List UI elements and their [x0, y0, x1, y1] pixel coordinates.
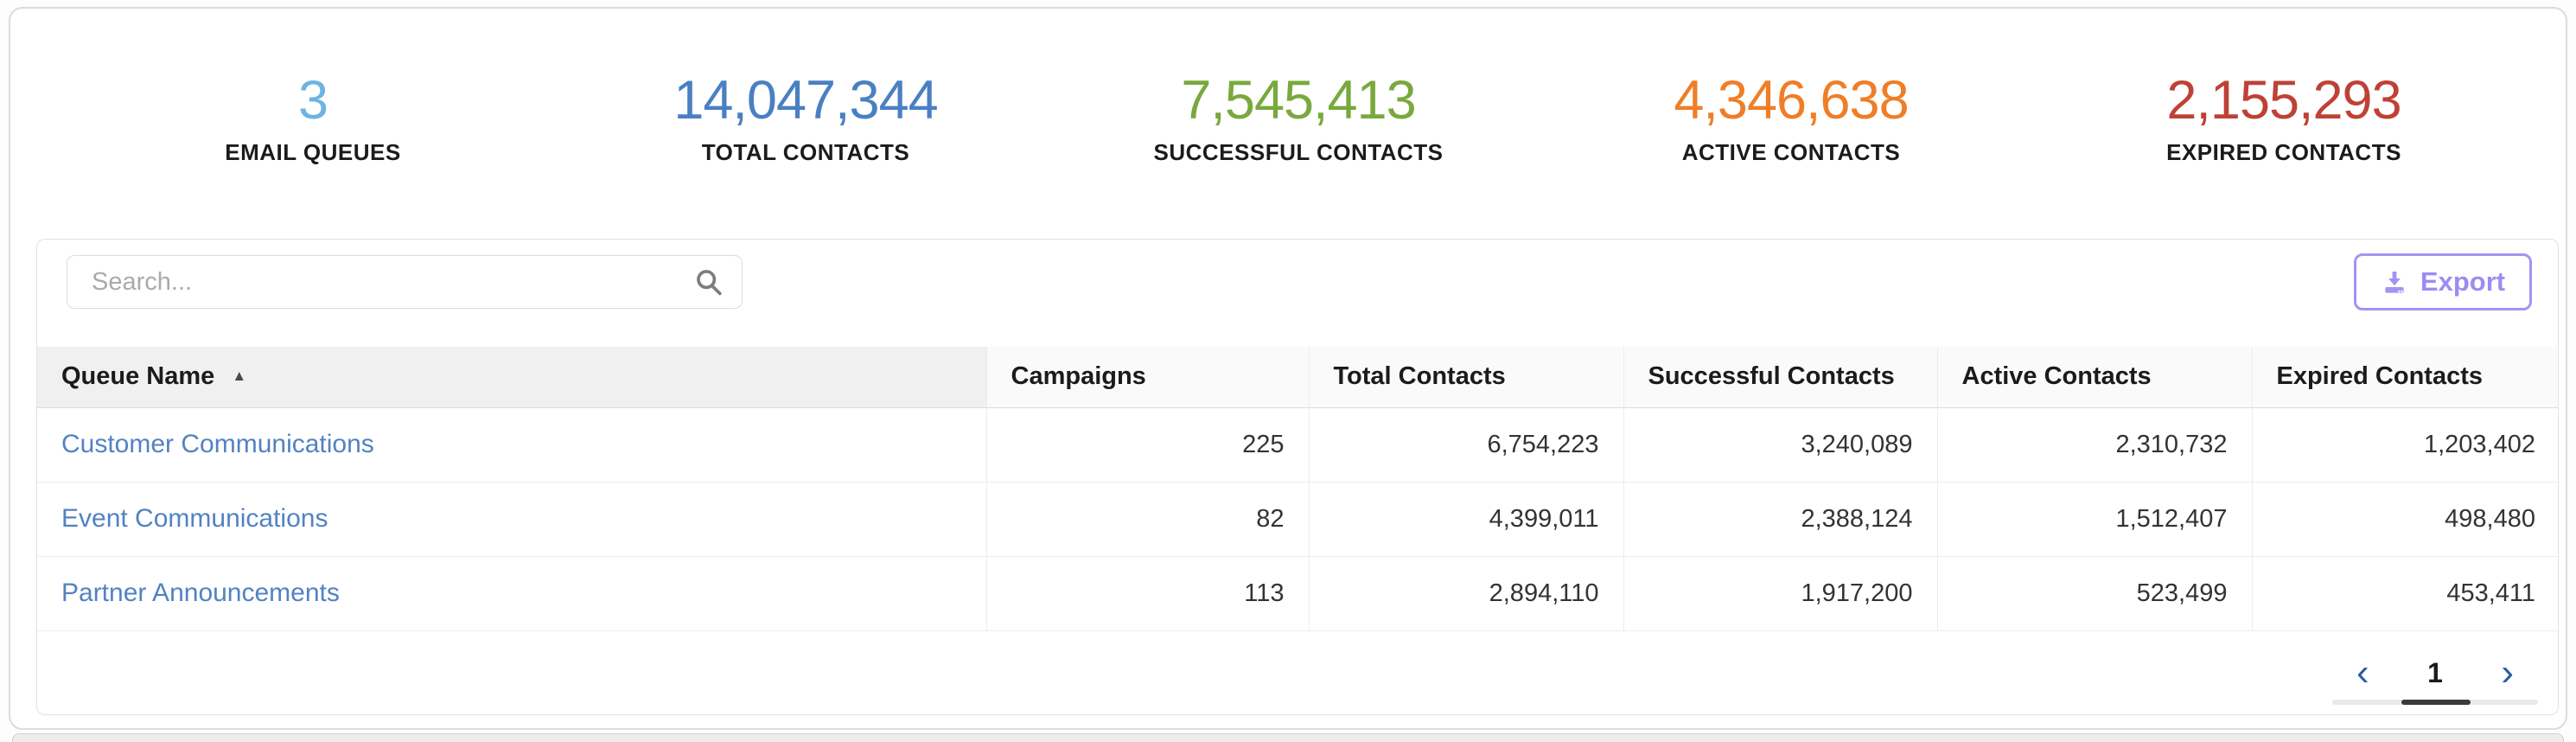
summary-stats: 3 EMAIL QUEUES 14,047,344 TOTAL CONTACTS…	[67, 70, 2530, 166]
queue-name-cell: Event Communications	[37, 482, 986, 557]
campaigns-cell: 82	[985, 482, 1309, 557]
column-header-campaigns[interactable]: Campaigns	[985, 347, 1309, 408]
queue-link[interactable]: Event Communications	[61, 504, 328, 533]
stat-email-queues: 3 EMAIL QUEUES	[67, 70, 559, 166]
queue-name-cell: Partner Announcements	[37, 556, 986, 631]
expired-contacts-label: EXPIRED CONTACTS	[2166, 139, 2401, 166]
successful-contacts-cell: 2,388,124	[1623, 482, 1937, 557]
active-contacts-label: ACTIVE CONTACTS	[1681, 139, 1901, 166]
column-header-total-contacts[interactable]: Total Contacts	[1308, 347, 1623, 408]
successful-contacts-label: SUCCESSFUL CONTACTS	[1153, 139, 1444, 166]
table-row: Event Communications 82 4,399,011 2,388,…	[37, 482, 2558, 557]
search-box	[67, 255, 743, 309]
total-contacts-cell: 4,399,011	[1308, 482, 1623, 557]
pagination-scrollbar-track	[2332, 700, 2538, 705]
column-header-expired-contacts[interactable]: Expired Contacts	[2251, 347, 2558, 408]
stat-expired-contacts: 2,155,293 EXPIRED CONTACTS	[2037, 70, 2530, 166]
expired-contacts-cell: 1,203,402	[2251, 407, 2558, 483]
queue-name-cell: Customer Communications	[37, 407, 986, 483]
stat-successful-contacts: 7,545,413 SUCCESSFUL CONTACTS	[1052, 70, 1545, 166]
column-header-queue-name[interactable]: Queue Name ▲	[37, 347, 986, 408]
download-icon	[2385, 272, 2404, 293]
email-queues-value: 3	[297, 70, 328, 131]
total-contacts-cell: 2,894,110	[1308, 556, 1623, 631]
active-contacts-cell: 1,512,407	[1936, 482, 2252, 557]
total-contacts-value: 14,047,344	[673, 70, 938, 131]
dashboard-panel: 3 EMAIL QUEUES 14,047,344 TOTAL CONTACTS…	[9, 7, 2567, 730]
search-input[interactable]	[67, 255, 743, 309]
table-row: Customer Communications 225 6,754,223 3,…	[37, 407, 2558, 483]
pagination-scrollbar-thumb[interactable]	[2401, 700, 2471, 705]
expired-contacts-cell: 453,411	[2251, 556, 2558, 631]
queue-link[interactable]: Partner Announcements	[61, 579, 340, 607]
previous-page-button[interactable]: ‹	[2356, 651, 2369, 694]
table-row: Partner Announcements 113 2,894,110 1,91…	[37, 556, 2558, 631]
next-section-edge	[12, 733, 2564, 742]
queue-name-header-label: Queue Name	[61, 362, 215, 391]
active-contacts-cell: 523,499	[1936, 556, 2252, 631]
search-icon[interactable]	[694, 267, 724, 297]
expired-contacts-cell: 498,480	[2251, 482, 2558, 557]
pagination: ‹ 1 ›	[2332, 653, 2538, 693]
column-header-active-contacts[interactable]: Active Contacts	[1936, 347, 2252, 408]
column-header-successful-contacts[interactable]: Successful Contacts	[1623, 347, 1937, 408]
active-contacts-cell: 2,310,732	[1936, 407, 2252, 483]
current-page-number[interactable]: 1	[2427, 656, 2443, 688]
sort-ascending-icon: ▲	[232, 367, 247, 384]
email-queues-label: EMAIL QUEUES	[225, 139, 401, 166]
active-contacts-value: 4,346,638	[1674, 70, 1909, 131]
campaigns-cell: 113	[985, 556, 1309, 631]
successful-contacts-value: 7,545,413	[1181, 70, 1416, 131]
total-contacts-label: TOTAL CONTACTS	[701, 139, 910, 166]
queues-card: Export Queue Name ▲ Campaigns Total Cont…	[36, 239, 2559, 715]
queues-table: Queue Name ▲ Campaigns Total Contacts Su…	[37, 347, 2558, 631]
table-header-row: Queue Name ▲ Campaigns Total Contacts Su…	[37, 347, 2558, 408]
campaigns-cell: 225	[985, 407, 1309, 483]
export-button-label: Export	[2420, 266, 2506, 297]
successful-contacts-cell: 3,240,089	[1623, 407, 1937, 483]
successful-contacts-cell: 1,917,200	[1623, 556, 1937, 631]
next-page-button[interactable]: ›	[2501, 651, 2514, 694]
stat-total-contacts: 14,047,344 TOTAL CONTACTS	[559, 70, 1052, 166]
expired-contacts-value: 2,155,293	[2166, 70, 2401, 131]
stat-active-contacts: 4,346,638 ACTIVE CONTACTS	[1545, 70, 2037, 166]
total-contacts-cell: 6,754,223	[1308, 407, 1623, 483]
export-button[interactable]: Export	[2354, 253, 2532, 310]
queue-link[interactable]: Customer Communications	[61, 430, 374, 458]
